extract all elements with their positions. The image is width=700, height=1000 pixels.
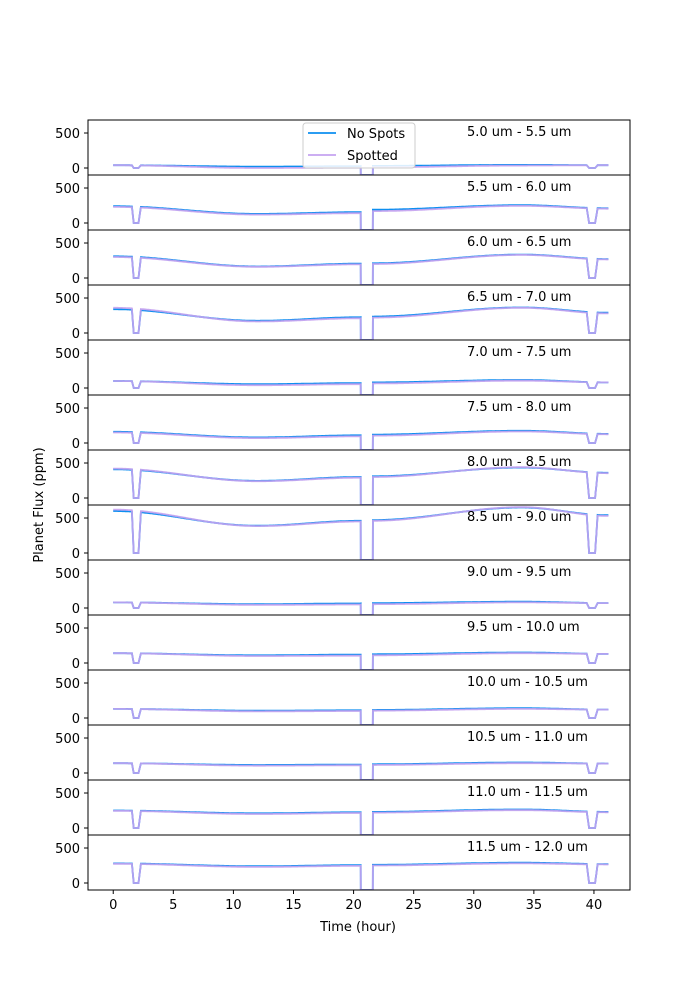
y-tick-label: 0 xyxy=(72,547,80,562)
x-tick-label: 15 xyxy=(285,898,302,913)
panel-frame xyxy=(87,834,631,891)
panel-title: 7.0 um - 7.5 um xyxy=(467,345,571,360)
series-spotted-line xyxy=(113,506,609,560)
y-tick-label: 0 xyxy=(72,492,80,507)
y-tick-label: 0 xyxy=(72,382,80,397)
series-spotted-line xyxy=(113,164,609,175)
series-spotted-line xyxy=(113,652,609,670)
series-spotted-line xyxy=(113,204,609,230)
panel-8: 0 500 9.0 um - 9.5 um xyxy=(55,559,631,617)
y-tick-label: 0 xyxy=(72,602,80,617)
panel-title: 8.0 um - 8.5 um xyxy=(467,455,571,470)
x-tick-label: 0 xyxy=(109,898,117,913)
y-tick-label: 0 xyxy=(72,272,80,287)
panel-title: 10.5 um - 11.0 um xyxy=(467,730,588,745)
y-tick-label: 0 xyxy=(72,767,80,782)
panel-title: 11.5 um - 12.0 um xyxy=(467,840,588,855)
y-tick-label: 500 xyxy=(55,512,80,527)
series-spotted-line xyxy=(113,430,609,450)
y-tick-label: 500 xyxy=(55,182,80,197)
y-tick-label: 500 xyxy=(55,567,80,582)
panel-11: 0 500 10.5 um - 11.0 um xyxy=(55,724,631,782)
x-tick-label: 40 xyxy=(586,898,603,913)
legend-label-no-spots: No Spots xyxy=(347,127,405,142)
x-tick-label: 25 xyxy=(405,898,422,913)
x-tick-label: 10 xyxy=(225,898,242,913)
panel-title: 6.5 um - 7.0 um xyxy=(467,290,571,305)
y-tick-label: 0 xyxy=(72,162,80,177)
panel-title: 8.5 um - 9.0 um xyxy=(467,510,571,525)
series-spotted-line xyxy=(113,708,609,725)
y-tick-label: 0 xyxy=(72,657,80,672)
y-tick-label: 0 xyxy=(72,822,80,837)
panel-5: 0 500 7.5 um - 8.0 um xyxy=(55,394,631,452)
panel-title: 5.0 um - 5.5 um xyxy=(467,125,571,140)
x-tick-label: 30 xyxy=(465,898,482,913)
panel-title: 5.5 um - 6.0 um xyxy=(467,180,571,195)
panel-title: 9.0 um - 9.5 um xyxy=(467,565,571,580)
series-spotted-line xyxy=(113,466,609,505)
series-spotted-line xyxy=(113,379,609,395)
panel-title: 6.0 um - 6.5 um xyxy=(467,235,571,250)
panel-title: 11.0 um - 11.5 um xyxy=(467,785,588,800)
panel-12: 0 500 11.0 um - 11.5 um xyxy=(55,779,631,837)
panel-9: 0 500 9.5 um - 10.0 um xyxy=(55,614,631,672)
y-tick-label: 500 xyxy=(55,787,80,802)
legend-label-spotted: Spotted xyxy=(347,149,398,164)
y-tick-label: 500 xyxy=(55,402,80,417)
y-tick-label: 500 xyxy=(55,622,80,637)
panel-7: 0 500 8.5 um - 9.0 um xyxy=(55,504,631,562)
y-tick-label: 500 xyxy=(55,732,80,747)
panel-1: 0 500 5.5 um - 6.0 um xyxy=(55,174,631,232)
y-tick-label: 500 xyxy=(55,127,80,142)
panel-title: 10.0 um - 10.5 um xyxy=(467,675,588,690)
y-tick-label: 0 xyxy=(72,327,80,342)
panel-4: 0 500 7.0 um - 7.5 um xyxy=(55,339,631,397)
y-tick-label: 500 xyxy=(55,347,80,362)
y-tick-label: 500 xyxy=(55,677,80,692)
y-tick-label: 500 xyxy=(55,457,80,472)
panel-3: 0 500 6.5 um - 7.0 um xyxy=(55,284,631,342)
series-spotted-line xyxy=(113,253,609,285)
y-axis-label: Planet Flux (ppm) xyxy=(32,447,47,562)
x-axis-label: Time (hour) xyxy=(319,920,396,935)
panel-title: 7.5 um - 8.0 um xyxy=(467,400,571,415)
x-tick-label: 5 xyxy=(169,898,177,913)
series-spotted-line xyxy=(113,862,609,890)
y-tick-label: 0 xyxy=(72,217,80,232)
series-spotted-line xyxy=(113,762,609,780)
panel-13: 0 500 11.5 um - 12.0 um xyxy=(55,834,631,892)
series-spotted-line xyxy=(113,601,609,615)
y-tick-label: 500 xyxy=(55,237,80,252)
panel-6: 0 500 8.0 um - 8.5 um xyxy=(55,449,631,507)
y-tick-label: 500 xyxy=(55,842,80,857)
series-spotted-line xyxy=(113,809,609,835)
series-spotted-line xyxy=(113,306,609,340)
legend: No Spots Spotted xyxy=(302,122,416,169)
panel-2: 0 500 6.0 um - 6.5 um xyxy=(55,229,631,287)
x-tick-label: 20 xyxy=(345,898,362,913)
y-tick-label: 0 xyxy=(72,437,80,452)
y-tick-label: 500 xyxy=(55,292,80,307)
panel-10: 0 500 10.0 um - 10.5 um xyxy=(55,669,631,727)
y-tick-label: 0 xyxy=(72,877,80,892)
y-tick-label: 0 xyxy=(72,712,80,727)
panel-title: 9.5 um - 10.0 um xyxy=(467,620,580,635)
x-tick-label: 35 xyxy=(526,898,543,913)
